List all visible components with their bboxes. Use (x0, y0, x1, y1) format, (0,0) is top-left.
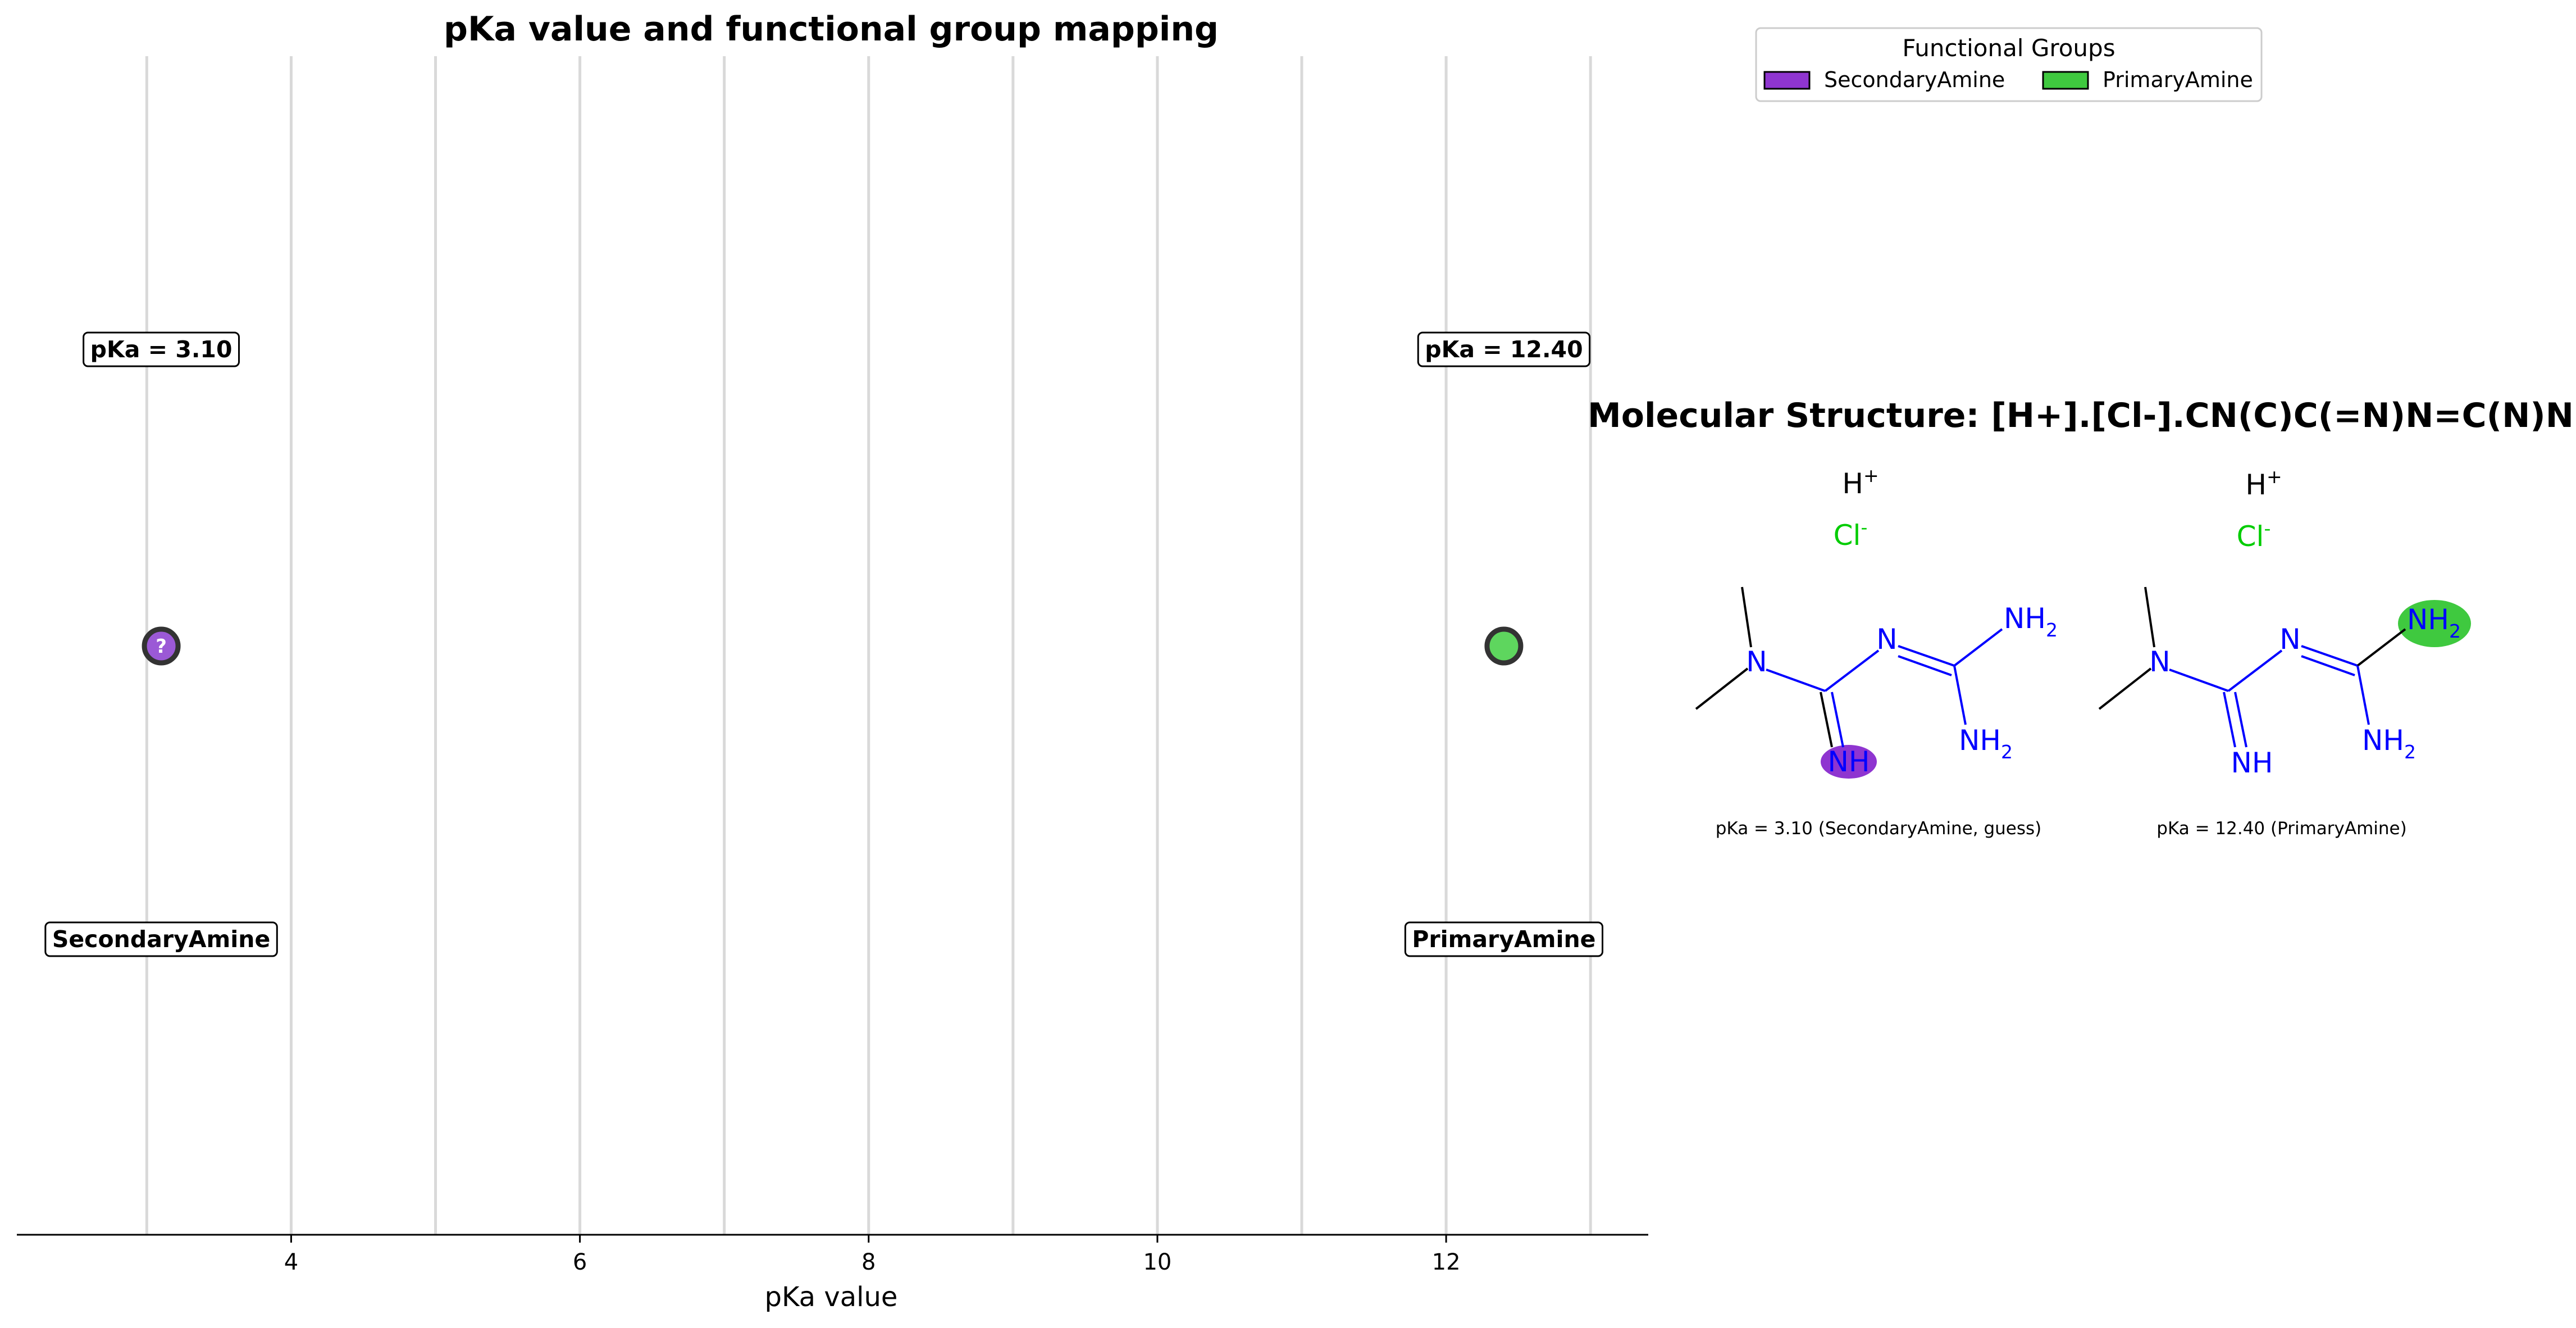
value-label-box (1417, 331, 1591, 367)
bond (2356, 665, 2370, 725)
bond (1953, 628, 2003, 667)
atom-nh: NH (1828, 745, 1870, 778)
structure-panel-secondary-amine: H+ Cl- N N NH NH2 NH2 pKa = 3.10 (Second… (1695, 465, 2058, 839)
bond (2223, 692, 2236, 748)
highlight-nh2 (2398, 600, 2471, 647)
value-label: pKa = 3.10 (83, 331, 240, 367)
group-label-text: SecondaryAmine (52, 926, 270, 953)
group-label-box (44, 921, 278, 957)
grid-lines (145, 56, 1592, 1235)
bond (2098, 667, 2152, 710)
group-label-text: PrimaryAmine (1412, 926, 1595, 953)
atom-n: N (1876, 623, 1897, 656)
bond (1741, 586, 1752, 648)
x-tick-label: 12 (1432, 1249, 1461, 1275)
legend-label-secondary-amine: SecondaryAmine (1824, 67, 2005, 92)
atom-nh2: NH2 (1959, 724, 2013, 763)
atom-chloride-ion: Cl- (1834, 516, 1868, 552)
bond (1953, 665, 1967, 725)
x-axis-label: pKa value (765, 1281, 898, 1313)
bond (1898, 645, 1955, 667)
data-point (1484, 626, 1524, 666)
structure-panel-primary-amine: H+ Cl- N N NH NH2 NH2 pKa = 12.40 (Prima… (2098, 466, 2471, 839)
value-label-text: pKa = 12.40 (1425, 336, 1583, 363)
atom-n: N (2149, 645, 2170, 678)
highlight-nh (1821, 745, 1877, 779)
x-tick-label: 8 (861, 1249, 876, 1275)
chart-title: pKa value and functional group mapping (444, 10, 1219, 49)
value-label-text: pKa = 3.10 (90, 336, 232, 363)
bond (1831, 692, 1844, 748)
atom-hydrogen-ion: H+ (2245, 466, 2282, 501)
atom-n: N (2279, 623, 2300, 656)
atom-nh2: NH2 (2004, 602, 2058, 641)
atom-nh: NH (2231, 747, 2273, 779)
atom-hydrogen-ion: H+ (1842, 465, 1879, 500)
structure-caption: pKa = 12.40 (PrimaryAmine) (2156, 818, 2406, 839)
legend-swatch-secondary-amine (1763, 71, 1811, 90)
bond (1898, 655, 1952, 676)
group-label: SecondaryAmine (44, 921, 278, 957)
group-label-box (1404, 921, 1604, 957)
atom-n: N (1746, 645, 1767, 678)
bond (2144, 586, 2155, 648)
atom-chloride-ion: Cl- (2237, 517, 2271, 553)
legend: Functional Groups SecondaryAmine Primary… (1755, 27, 2263, 102)
atom-nh2: NH2 (2362, 724, 2416, 763)
x-tick-label: 6 (573, 1249, 587, 1275)
bond (2301, 645, 2358, 667)
guess-marker: ? (156, 635, 167, 658)
bond (1820, 692, 1833, 748)
bond (2234, 692, 2247, 748)
bond (1766, 668, 1826, 692)
structure-caption: pKa = 3.10 (SecondaryAmine, guess) (1716, 818, 2042, 839)
bond (2227, 649, 2283, 692)
data-point (142, 626, 181, 666)
legend-label-primary-amine: PrimaryAmine (2103, 67, 2253, 92)
structure-title: Molecular Structure: [H+].[Cl-].CN(C)C(=… (1588, 396, 2574, 435)
bonds (1695, 586, 2003, 748)
x-axis-ticks: 4 6 8 10 12 (284, 1235, 1461, 1275)
value-label: pKa = 12.40 (1417, 331, 1591, 367)
bonds (2098, 586, 2406, 748)
bond (2301, 655, 2355, 676)
group-label: PrimaryAmine (1404, 921, 1604, 957)
legend-swatch-primary-amine (2042, 71, 2089, 90)
legend-frame (1755, 27, 2263, 102)
bond (2356, 628, 2406, 667)
bond (1695, 667, 1749, 710)
legend-title: Functional Groups (1902, 34, 2115, 62)
bond (1824, 649, 1880, 692)
x-tick-label: 4 (284, 1249, 298, 1275)
bond (2169, 668, 2229, 692)
data-points: pKa = 3.10? SecondaryAmine pKa = 12.40 Prim… (44, 331, 1604, 957)
x-tick-label: 10 (1143, 1249, 1171, 1275)
value-label-box (83, 331, 240, 367)
atom-nh2: NH2 (2407, 603, 2461, 642)
